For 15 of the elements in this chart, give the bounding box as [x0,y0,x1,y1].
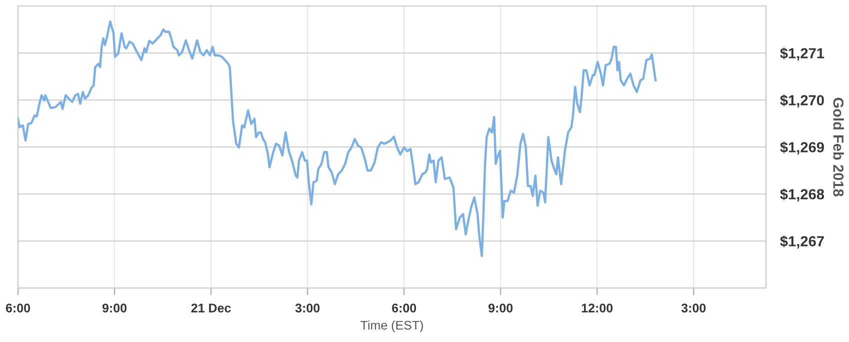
y-tick-label: $1,270 [780,94,824,108]
x-tick-label: 9:00 [102,304,127,312]
x-tick-label: 3:00 [295,304,320,312]
x-tick-label: 9:00 [488,304,513,312]
y-tick-label: $1,269 [780,141,824,155]
x-tick-label: 6:00 [392,304,416,312]
x-tick-label: 21 Dec [191,304,231,312]
x-axis-title: Time (EST) [360,320,423,332]
x-tick-label: 12:00 [582,304,613,312]
y-axis-title: Gold Feb 2018 [833,98,844,196]
x-tick-label: 6:00 [6,304,30,312]
x-tick-label: 3:00 [681,304,706,312]
y-tick-label: $1,271 [780,47,824,61]
y-tick-label: $1,267 [780,235,824,249]
y-tick-label: $1,268 [780,188,824,202]
